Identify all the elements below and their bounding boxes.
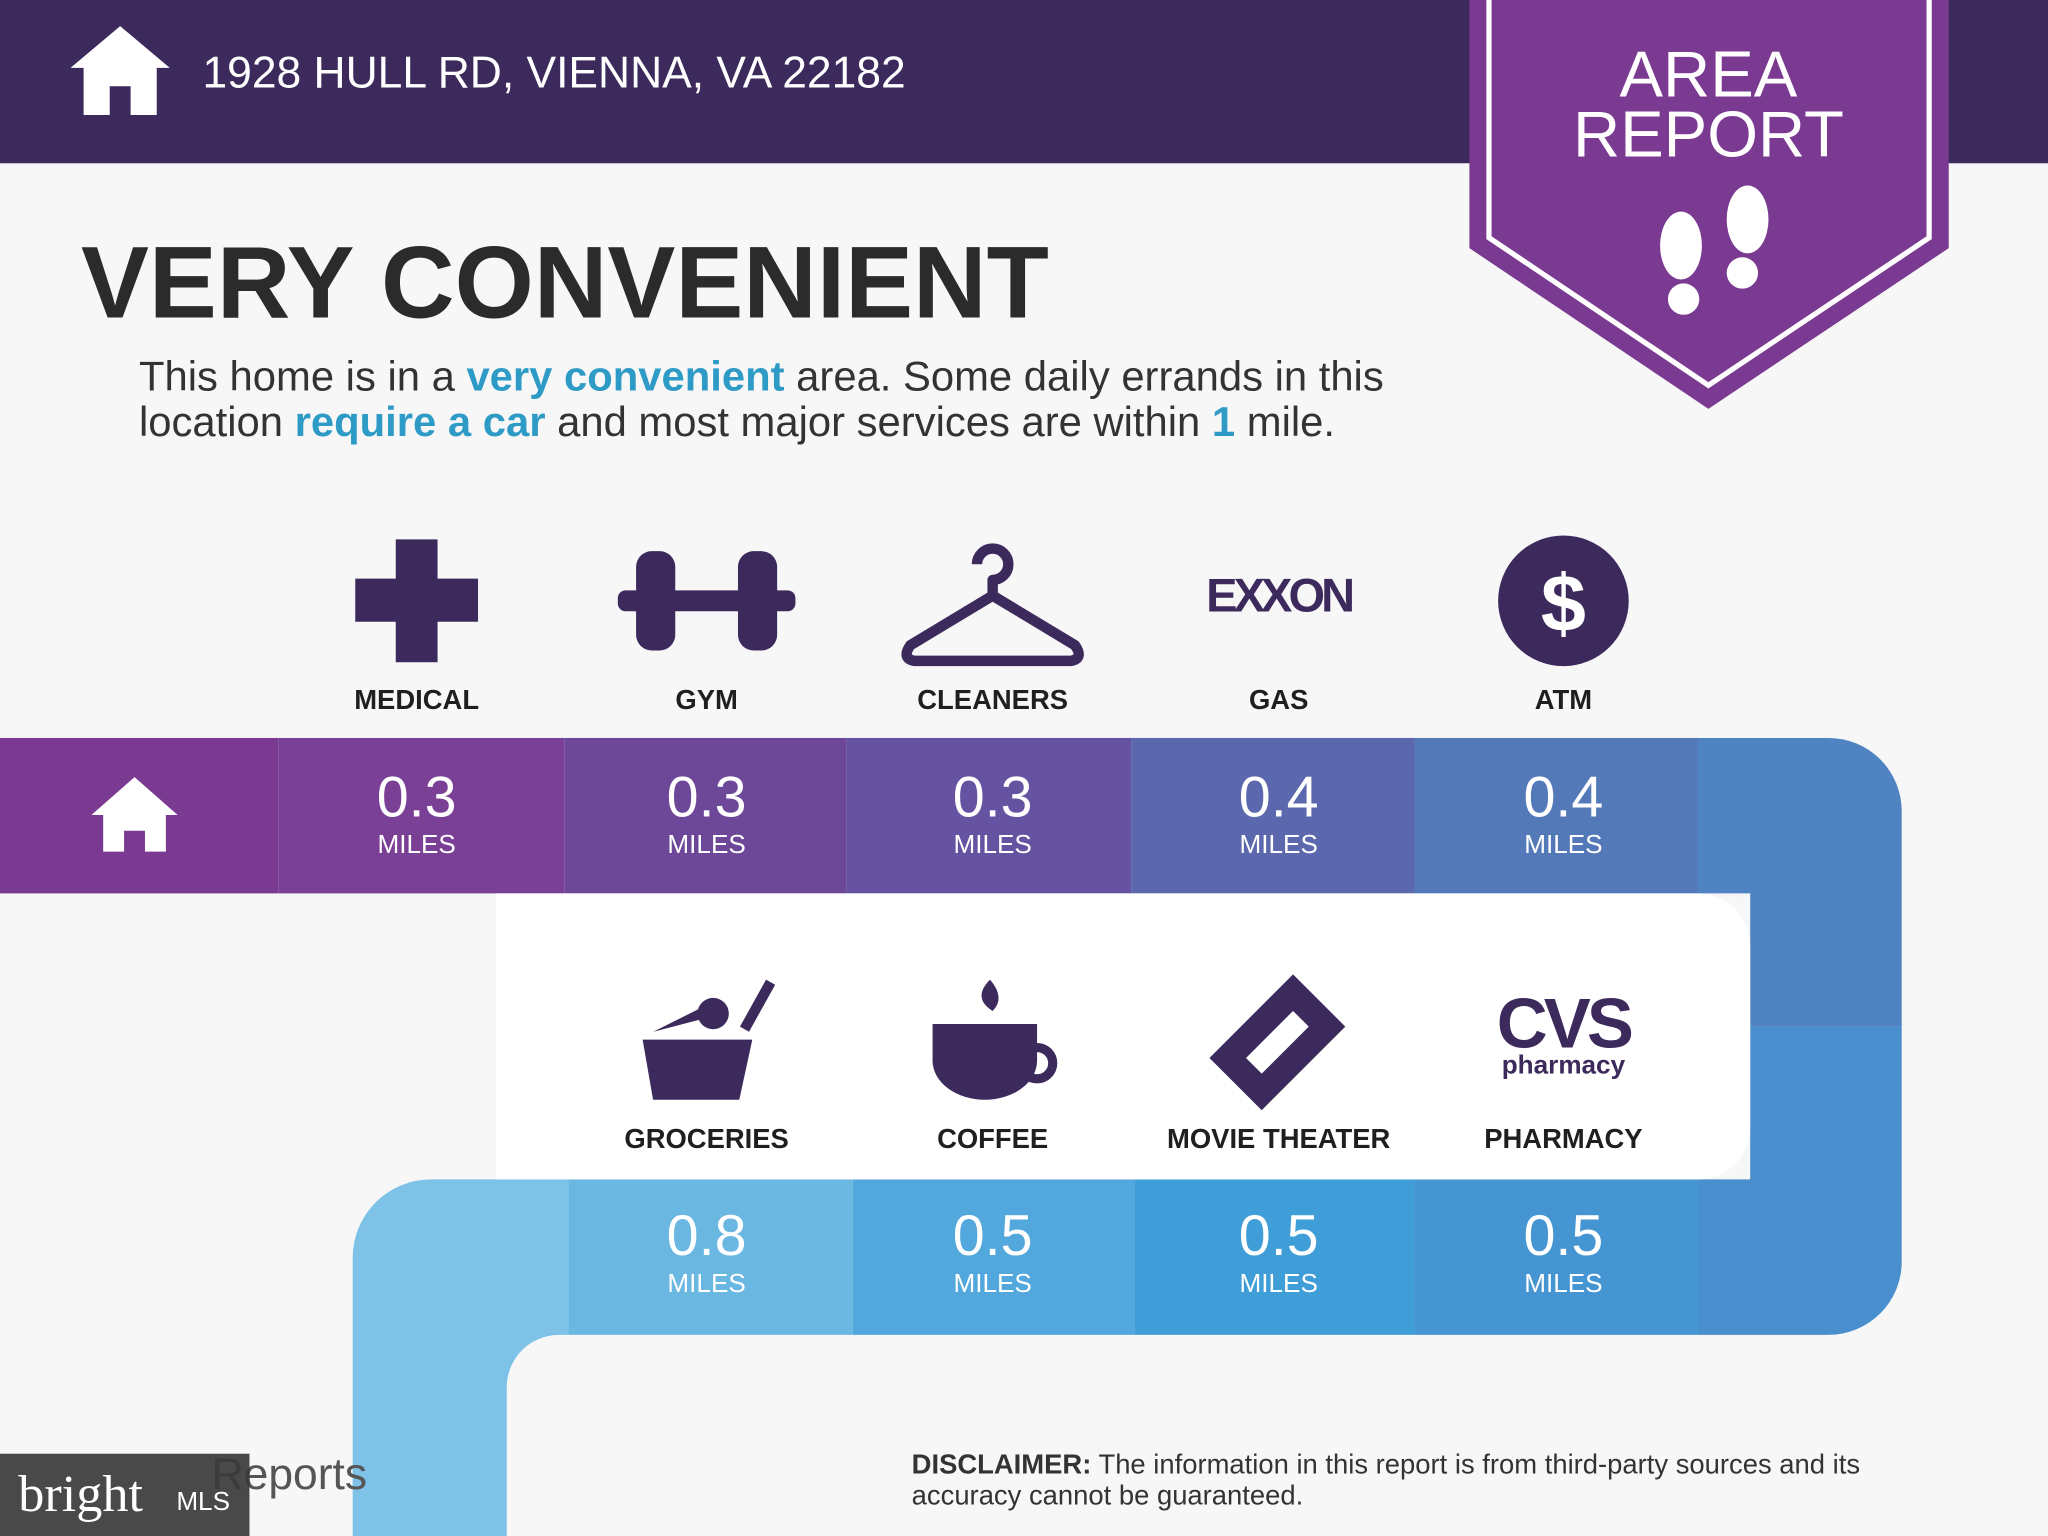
home-icon xyxy=(70,26,170,115)
amenity-label: MOVIE THEATER xyxy=(1167,1123,1391,1154)
distance-unit: MILES xyxy=(1524,1268,1602,1298)
disclaimer: DISCLAIMER: The information in this repo… xyxy=(912,1448,1860,1479)
band-cell xyxy=(278,737,565,894)
icons xyxy=(355,535,1629,1111)
medical-icon xyxy=(355,539,479,663)
amenity-label: GYM xyxy=(675,684,737,715)
badge-inner xyxy=(1508,0,1909,183)
footprint xyxy=(1726,185,1769,254)
badge-border xyxy=(1486,0,1932,389)
band-corner xyxy=(1697,737,1902,1027)
distance-unit: MILES xyxy=(1240,829,1318,859)
band-cell xyxy=(852,1179,1136,1335)
distance: 0.3 xyxy=(667,765,747,829)
groceries-icon xyxy=(642,992,753,1100)
movie-icon-inner xyxy=(1246,1010,1309,1074)
footprint xyxy=(1667,283,1700,315)
description: location require a car and most major se… xyxy=(81,398,1370,445)
amenity-label: ATM xyxy=(1535,684,1592,715)
gym-icon xyxy=(617,551,796,651)
badge-line: AREA xyxy=(1619,38,1797,111)
watermark-brand: bright xyxy=(18,1465,143,1523)
text: location xyxy=(139,398,295,445)
amenity-label: MEDICAL xyxy=(354,684,479,715)
cleaners-icon xyxy=(901,543,1084,667)
distance: 0.5 xyxy=(953,1204,1033,1268)
card xyxy=(496,893,1751,1180)
coffee-icon xyxy=(932,1024,1038,1100)
highlight: require a car xyxy=(295,398,546,445)
pharmacy-logo: CVS xyxy=(1497,984,1632,1063)
distance-unit: MILES xyxy=(377,829,455,859)
distance: 0.3 xyxy=(377,765,457,829)
amenity-label: CLEANERS xyxy=(917,684,1068,715)
distance-unit: MILES xyxy=(1524,829,1602,859)
highlight: 1 xyxy=(1212,398,1235,445)
home-icon xyxy=(91,777,178,852)
address: 1928 HULL RD, VIENNA, VA 22182 xyxy=(202,49,905,98)
badge-line: REPORT xyxy=(1573,98,1844,171)
atm-logo: $ xyxy=(1541,559,1586,649)
band-cell xyxy=(1414,1179,1698,1335)
highlight: very convenient xyxy=(466,353,784,400)
distance: 0.4 xyxy=(1239,765,1319,829)
amenity-label: COFFEE xyxy=(937,1123,1048,1154)
distance: 0.4 xyxy=(1523,765,1603,829)
distance: 0.8 xyxy=(667,1204,747,1268)
coffee-icon xyxy=(981,979,999,1011)
distance-unit: MILES xyxy=(1240,1268,1318,1298)
disclaimer-text: The information in this report is from t… xyxy=(1091,1448,1860,1479)
text: This home is in a xyxy=(139,353,466,400)
text: area. Some daily errands in this xyxy=(785,353,1384,400)
groceries-icon xyxy=(739,979,776,1032)
band-cell xyxy=(564,737,847,894)
watermark-suffix: MLS xyxy=(176,1486,230,1516)
disclaimer-label: DISCLAIMER: xyxy=(912,1448,1092,1479)
distance: 0.5 xyxy=(1523,1204,1603,1268)
amenity-label: PHARMACY xyxy=(1484,1123,1642,1154)
band-cell xyxy=(568,1179,853,1335)
heading: VERY CONVENIENT xyxy=(81,225,1049,339)
amenity-label: GROCERIES xyxy=(624,1123,788,1154)
watermark xyxy=(0,1453,250,1536)
band-corner xyxy=(352,1179,569,1536)
band-corner xyxy=(1697,1026,1902,1335)
groceries-icon xyxy=(697,997,729,1030)
band-cell xyxy=(846,737,1132,894)
band-cell xyxy=(1414,737,1698,894)
distance: 0.3 xyxy=(953,765,1033,829)
description: This home is in a very convenient area. … xyxy=(81,353,1419,400)
distance: 0.5 xyxy=(1239,1204,1319,1268)
disclaimer: accuracy cannot be guaranteed. xyxy=(912,1480,1304,1511)
footprint xyxy=(1660,211,1702,280)
footprints xyxy=(1660,185,1769,315)
gas-logo: EXXON xyxy=(1206,568,1352,621)
coffee-icon xyxy=(1016,1042,1058,1084)
distance-unit: MILES xyxy=(667,829,745,859)
text: and most major services are within xyxy=(545,398,1211,445)
footprint xyxy=(1726,257,1759,289)
distance-unit: MILES xyxy=(667,1268,745,1298)
pharmacy-logo-sub: pharmacy xyxy=(1502,1050,1626,1080)
text: mile. xyxy=(1235,398,1335,445)
band-cell xyxy=(1135,1179,1415,1335)
band-cell xyxy=(1131,737,1415,894)
distance-unit: MILES xyxy=(953,1268,1031,1298)
atm-icon xyxy=(1498,535,1629,667)
amenity-label: GAS xyxy=(1249,684,1308,715)
distance-unit: MILES xyxy=(953,829,1031,859)
